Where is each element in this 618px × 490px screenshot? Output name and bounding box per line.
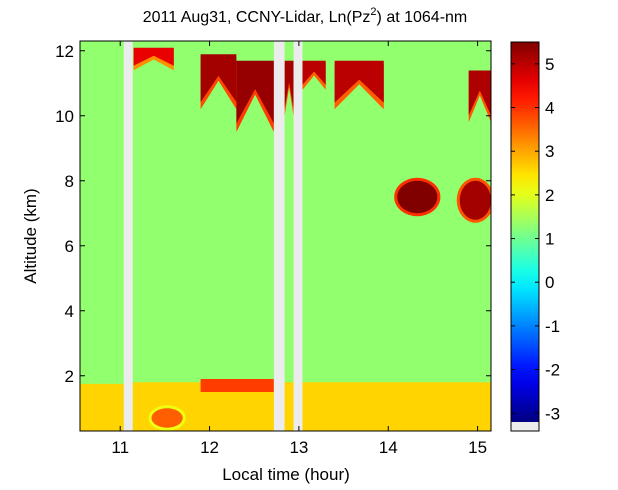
colorbar-gradient (511, 42, 539, 422)
y-tick-label: 8 (65, 172, 74, 191)
cirrus-core (468, 70, 491, 116)
plot-frame (79, 40, 492, 432)
cirrus (236, 60, 274, 132)
y-tick-label: 12 (55, 42, 74, 61)
no-data-gap (293, 41, 303, 431)
colorbar-tick-label: 1 (545, 230, 554, 249)
heatmap-plot: 11 12 13 14 15 2 4 6 8 10 12 (55, 40, 492, 457)
x-tick-label: 13 (289, 438, 308, 457)
x-axis-ticks: 11 12 13 14 15 (111, 41, 487, 457)
colorbar-no-data-swatch (511, 422, 539, 431)
chart-title: 2011 Aug31, CCNY-Lidar, Ln(Pz2) at 1064-… (143, 6, 468, 26)
colorbar-tick-label: 3 (545, 142, 554, 161)
cirrus-core (200, 54, 237, 103)
colorbar-ticks: -3 -2 -1 0 1 2 3 4 5 (511, 55, 560, 423)
colorbar-tick-label: -1 (545, 317, 560, 336)
aerosol-plume (148, 405, 186, 431)
y-tick-label: 2 (65, 367, 74, 386)
x-tick-label: 11 (111, 438, 129, 457)
boundary-layer-cell (80, 383, 124, 431)
cirrus (334, 60, 384, 110)
colorbar: -3 -2 -1 0 1 2 3 4 5 (510, 41, 560, 432)
colorbar-tick-label: -3 (545, 404, 560, 423)
cloud-layer (394, 177, 441, 217)
y-tick-label: 10 (55, 107, 74, 126)
boundary-layer-cell (132, 382, 491, 431)
boundary-layer (80, 383, 124, 431)
colorbar-tick-label: 4 (545, 99, 554, 118)
cloud-layer-core (397, 180, 438, 214)
colorbar-tick-label: 5 (545, 55, 554, 74)
boundary-layer-top-cell (200, 379, 274, 392)
boundary-layer (132, 382, 491, 431)
cirrus (302, 60, 326, 90)
cirrus-core (334, 60, 384, 103)
no-data-gap (123, 41, 133, 431)
y-tick-label: 4 (65, 302, 74, 321)
x-tick-label: 14 (379, 438, 398, 457)
cloud-layer-core (459, 180, 491, 220)
y-tick-label: 6 (65, 237, 74, 256)
colorbar-frame (510, 41, 540, 432)
no-data-gap (273, 41, 285, 431)
cloud-layer (456, 177, 491, 223)
colorbar-tick-label: 0 (545, 273, 554, 292)
cirrus (200, 54, 237, 110)
boundary-layer-top (200, 379, 274, 392)
colorbar-tick-label: -2 (545, 361, 560, 380)
heatmap-cells (80, 41, 491, 431)
cirrus (133, 47, 174, 71)
colorbar-tick-label: 2 (545, 186, 554, 205)
cirrus-core (302, 60, 326, 85)
y-axis-label: Altitude (km) (21, 188, 40, 283)
cirrus-core (236, 60, 274, 124)
x-tick-label: 12 (200, 438, 219, 457)
cirrus-core (133, 47, 174, 66)
x-axis-label: Local time (hour) (222, 465, 350, 484)
aerosol-plume-core (151, 408, 183, 428)
cirrus-core (284, 60, 294, 109)
cirrus (284, 60, 294, 116)
x-tick-label: 15 (468, 438, 487, 457)
cirrus (468, 70, 491, 123)
y-axis-ticks: 2 4 6 8 10 12 (55, 42, 491, 386)
